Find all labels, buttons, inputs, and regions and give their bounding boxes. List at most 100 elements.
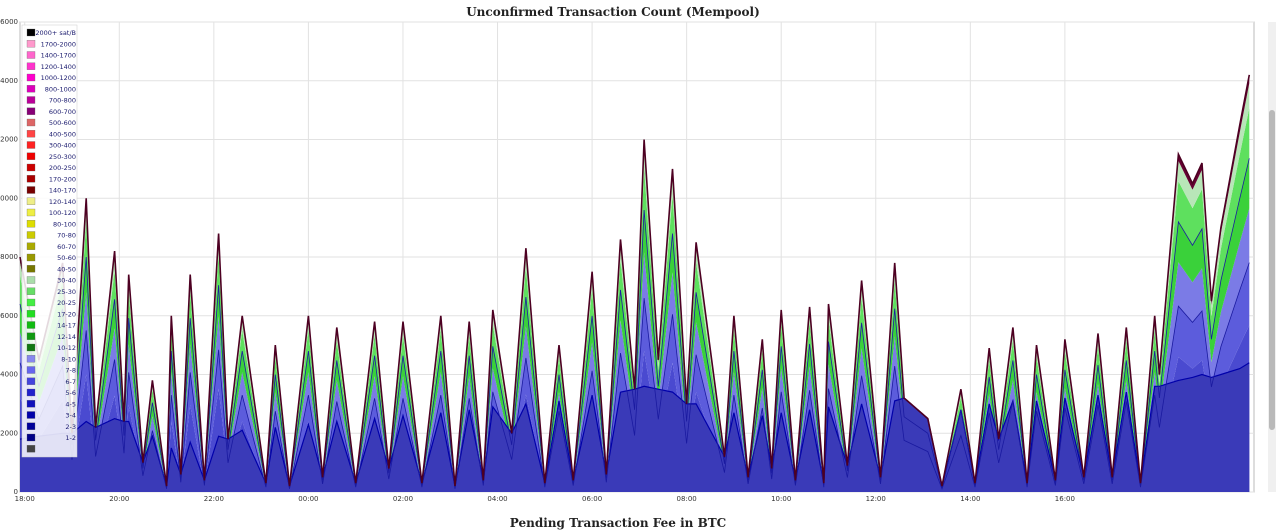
legend-label: 30-40 [57,277,76,285]
legend-label: 6-7 [65,378,76,386]
y-tick-label: 4000 [0,371,18,379]
legend-swatch [26,28,36,37]
x-tick-label: 06:00 [582,495,602,503]
legend-swatch [26,411,36,419]
legend-label: 80-100 [53,220,76,228]
legend-swatch [26,400,36,408]
legend-label: 8-10 [61,355,76,363]
legend-swatch [26,433,36,442]
legend-label: 200-250 [49,164,76,172]
legend-label: 1000-1200 [41,74,76,82]
legend-swatch [26,343,36,352]
legend-label: 600-700 [49,108,76,116]
legend-label: 40-50 [57,265,76,273]
y-tick-label: 6000 [0,312,18,320]
legend-label: 500-600 [49,119,76,127]
legend-swatch [26,62,36,70]
x-tick-label: 16:00 [1055,495,1075,503]
legend-swatch [26,287,36,295]
legend-label: 300-400 [49,142,76,150]
legend-label: 20-25 [57,299,76,307]
y-tick-label: 0 [14,488,18,496]
base-line [19,362,1250,489]
y-tick-label: 8000 [0,253,18,261]
legend-label: 250-300 [49,153,76,161]
x-tick-label: 10:00 [771,495,791,503]
legend-label: 7-8 [65,367,76,375]
legend-label: 12-14 [57,333,76,341]
x-tick-label: 02:00 [393,495,413,503]
legend-label: 50-60 [57,254,76,262]
legend-swatch [26,208,36,217]
chart-title: Unconfirmed Transaction Count (Mempool) [466,5,760,19]
y-tick-label: 10000 [0,194,18,202]
legend-label: 1200-1400 [41,63,76,71]
x-tick-label: 18:00 [15,495,35,503]
legend-label: 3-4 [65,412,76,420]
legend-label: 25-30 [57,288,76,296]
legend-label: 1400-1700 [41,52,76,60]
legend-label: 700-800 [49,97,76,105]
legend-swatch [26,107,36,115]
legend-label: 2-3 [65,423,76,431]
legend-swatch [26,231,36,239]
legend-swatch [26,96,36,104]
legend-label: 70-80 [57,232,76,240]
scrollbar-thumb[interactable] [1269,110,1275,430]
legend-label: 170-200 [49,175,76,183]
x-tick-label: 12:00 [866,495,886,503]
y-tick-label: 14000 [0,77,18,85]
legend-label: 14-17 [57,322,76,330]
legend-label: 10-12 [57,344,76,352]
legend-swatch [26,197,36,205]
legend-swatch [26,422,36,430]
legend-label: 800-1000 [45,85,76,93]
y-tick-label: 16000 [0,18,18,26]
y-tick-label: 12000 [0,136,18,144]
legend-swatch [26,332,36,340]
legend-swatch [26,85,36,93]
legend-label: 60-70 [57,243,76,251]
legend-swatch [26,321,36,329]
legend-label: 1-2 [65,434,76,442]
x-tick-label: 14:00 [960,495,980,503]
legend-swatch [26,152,36,160]
legend-swatch [26,220,36,228]
legend-label: 2000+ sat/B [35,29,76,37]
legend-swatch [26,73,36,82]
legend-swatch [26,265,36,273]
legend-label: 17-20 [57,310,76,318]
legend-swatch [26,242,36,250]
legend-swatch [26,40,36,48]
legend-swatch [26,141,36,149]
legend-swatch [26,276,36,284]
band-contour [19,262,1250,490]
legend-swatch [26,298,36,307]
legend-swatch [26,377,36,385]
legend-label: 140-170 [49,187,76,195]
legend-swatch [26,310,36,318]
legend-label: 120-140 [49,198,76,206]
total-line [19,74,1251,487]
legend-swatch [26,130,36,138]
x-tick-label: 04:00 [487,495,507,503]
y-tick-label: 2000 [0,429,18,437]
legend-swatch [26,388,36,397]
legend-swatch [26,186,36,194]
x-tick-label: 22:00 [204,495,224,503]
legend-label: 5-6 [65,389,76,397]
legend-swatch [26,163,36,172]
legend-swatch [26,175,36,183]
legend-swatch [26,355,36,363]
legend-label: 4-5 [65,400,76,408]
x-tick-label: 20:00 [109,495,129,503]
legend-label: 400-500 [49,130,76,138]
legend-swatch [26,366,36,374]
bottom-title: Pending Transaction Fee in BTC [510,516,726,530]
x-tick-label: 00:00 [298,495,318,503]
legend-label: 100-120 [49,209,76,217]
legend-swatch [26,445,36,453]
legend-label: 1700-2000 [41,40,76,48]
legend: 2000+ sat/B 1700-2000 1400-1700 1200-1400 10… [21,24,78,458]
